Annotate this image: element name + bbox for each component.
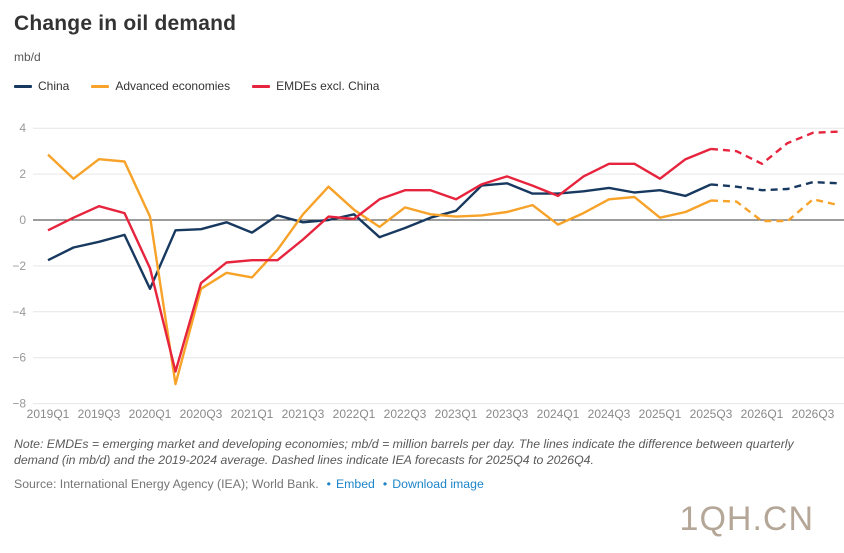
legend-label: EMDEs excl. China: [276, 79, 380, 93]
y-axis-label: −2: [12, 259, 26, 273]
y-axis-label: −8: [12, 397, 26, 411]
x-axis-label: 2023Q3: [486, 407, 529, 421]
advanced-economies-forecast-line: [710, 198, 839, 223]
watermark: 1QH.CN: [679, 500, 814, 538]
legend-item-emdes-excl-china: EMDEs excl. China: [252, 79, 379, 93]
link-separator: •: [326, 477, 331, 491]
china-forecast-line: [710, 180, 839, 192]
advanced-economies-line-swatch: [91, 84, 110, 88]
advanced-economies-line: [47, 153, 712, 386]
x-axis-label: 2019Q3: [78, 407, 121, 421]
footnote: Note: EMDEs = emerging market and develo…: [14, 437, 794, 467]
x-axis-label: 2024Q3: [588, 407, 631, 421]
x-axis-label: 2019Q1: [27, 407, 70, 421]
x-axis-label: 2025Q1: [639, 407, 682, 421]
embed-link[interactable]: Embed: [335, 477, 375, 491]
x-axis-label: 2025Q3: [690, 407, 733, 421]
unit-label: mb/d: [14, 50, 41, 64]
x-axis-label: 2021Q3: [282, 407, 325, 421]
link-separator: •: [382, 477, 388, 491]
legend-item-advanced-economies: Advanced economies: [91, 79, 230, 93]
legend-label: China: [38, 79, 70, 93]
y-axis-label: 0: [19, 213, 26, 227]
chart-title: Change in oil demand: [14, 12, 237, 35]
legend-item-china: China: [14, 79, 69, 93]
y-axis-label: 2: [19, 167, 26, 181]
y-axis-label: 4: [19, 121, 26, 135]
legend-label: Advanced economies: [115, 79, 231, 93]
x-axis-label: 2022Q1: [333, 407, 376, 421]
x-axis-label: 2026Q1: [741, 407, 784, 421]
x-axis-label: 2020Q1: [129, 407, 172, 421]
x-axis-label: 2021Q1: [231, 407, 274, 421]
china-line-swatch: [14, 84, 32, 88]
y-axis-label: −4: [12, 305, 26, 319]
emdes-excl-china-line-swatch: [252, 84, 271, 88]
source-line: Source: International Energy Agency (IEA…: [14, 477, 484, 491]
x-axis-label: 2022Q3: [384, 407, 427, 421]
y-axis-label: −6: [12, 351, 26, 365]
emdes-excl-china-line: [47, 147, 712, 373]
download-image-link[interactable]: Download image: [392, 477, 484, 491]
legend: China Advanced economies EMDEs excl. Chi…: [14, 79, 379, 93]
x-axis-label: 2026Q3: [792, 407, 835, 421]
emdes-excl-china-forecast-line: [710, 130, 839, 165]
x-axis-label: 2020Q3: [180, 407, 223, 421]
source-text: Source: International Energy Agency (IEA…: [14, 477, 319, 491]
x-axis-label: 2024Q1: [537, 407, 580, 421]
x-axis-label: 2023Q1: [435, 407, 478, 421]
